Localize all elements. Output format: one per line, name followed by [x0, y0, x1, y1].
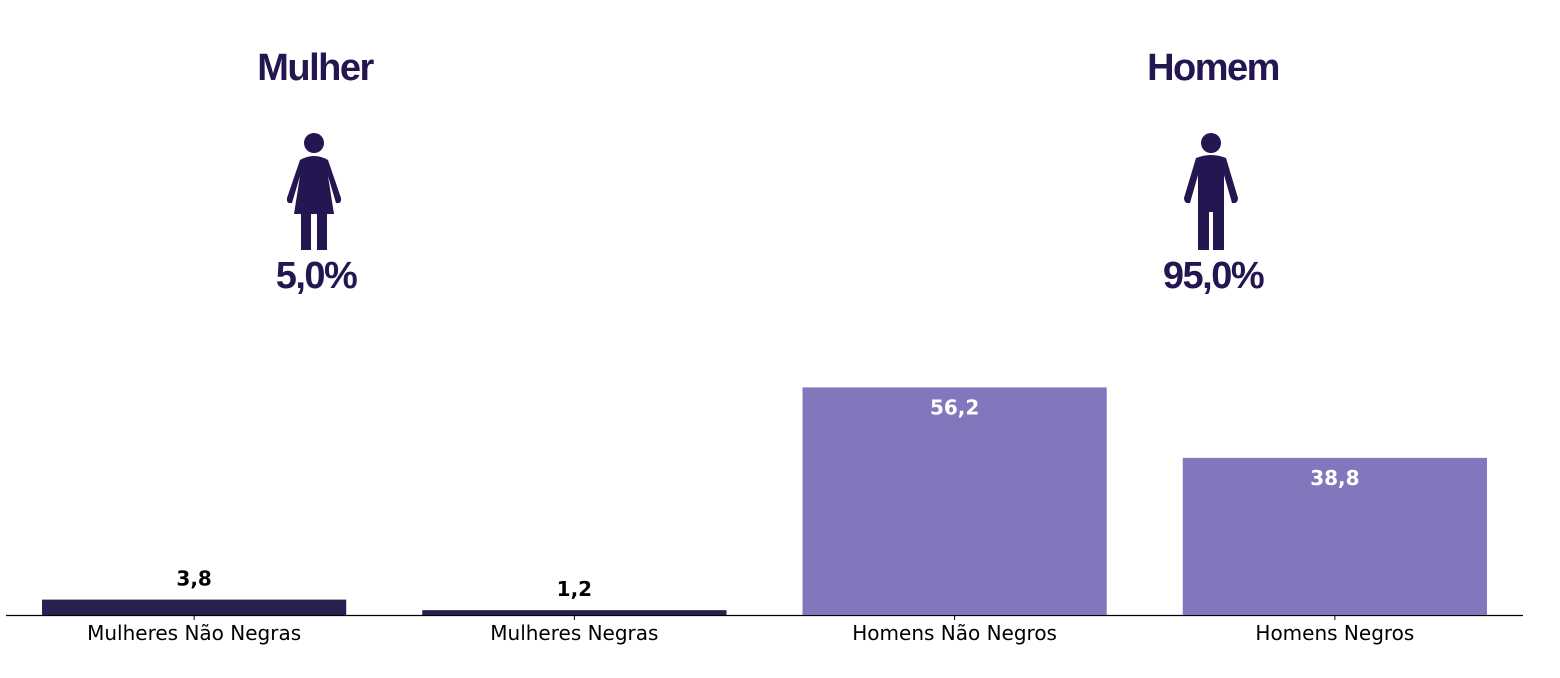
bar [42, 599, 347, 615]
bar [1182, 457, 1487, 615]
group-title: Mulher [257, 47, 374, 89]
value-label: 56,2 [930, 395, 979, 419]
group-title: Homem [1147, 47, 1279, 89]
x-tick-label: Homens Não Negros [852, 621, 1057, 645]
x-tick-label: Homens Negros [1255, 621, 1414, 645]
x-tick-label: Mulheres Negras [490, 621, 658, 645]
value-label: 38,8 [1310, 466, 1359, 490]
value-label: 3,8 [176, 567, 211, 591]
bar [422, 610, 727, 615]
value-label: 1,2 [557, 577, 592, 601]
male-icon [1184, 133, 1238, 250]
x-tick-label: Mulheres Não Negras [87, 621, 301, 645]
bar [802, 387, 1107, 615]
group-share: 5,0% [276, 255, 357, 297]
group-share: 95,0% [1163, 255, 1264, 297]
female-icon [286, 133, 342, 250]
